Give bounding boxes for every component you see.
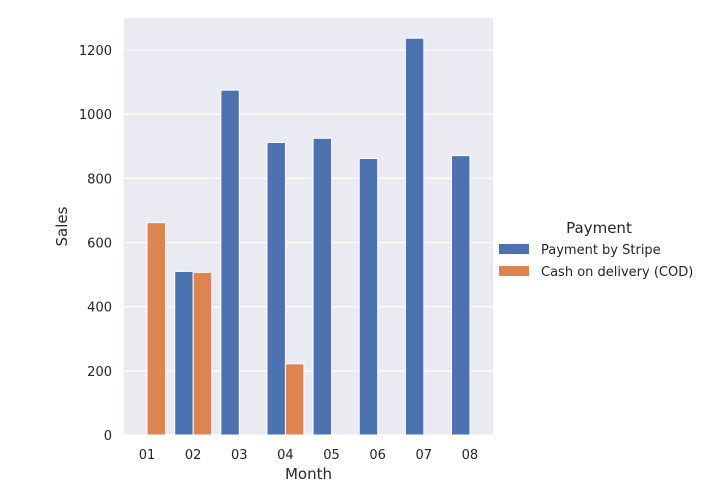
x-axis-ticks: 01 02 03 04 05 06 07 08 (139, 448, 478, 463)
bar-cod-01 (146, 222, 167, 436)
legend: Payment Payment by Stripe Cash on deliver… (499, 219, 693, 280)
y-tick-label: 200 (87, 365, 112, 380)
x-tick-label: 05 (323, 448, 340, 463)
bar-stripe-03 (220, 89, 240, 436)
bar-stripe-04 (266, 141, 286, 436)
x-tick-label: 07 (416, 448, 433, 463)
legend-title: Payment (566, 219, 632, 237)
bar-stripe-06 (358, 157, 379, 436)
x-tick-label: 03 (231, 448, 248, 463)
x-tick-label: 08 (462, 448, 479, 463)
bar-cod-02 (192, 271, 213, 436)
bar-cod-04 (284, 363, 305, 436)
legend-label-cod: Cash on delivery (COD) (541, 265, 693, 280)
x-tick-label: 01 (139, 448, 156, 463)
x-tick-label: 06 (369, 448, 386, 463)
bar-stripe-08 (450, 155, 471, 436)
legend-swatch-stripe (499, 244, 529, 254)
bars (146, 37, 471, 436)
y-axis-title: Sales (53, 206, 71, 246)
x-axis-title: Month (285, 465, 332, 483)
y-tick-label: 1200 (79, 44, 112, 59)
x-tick-label: 02 (185, 448, 202, 463)
y-tick-label: 1000 (79, 108, 112, 123)
bar-stripe-02 (174, 270, 194, 436)
bar-stripe-05 (312, 137, 333, 436)
y-tick-label: 600 (87, 237, 112, 252)
bar-stripe-07 (404, 37, 425, 436)
y-tick-label: 0 (104, 429, 112, 444)
legend-swatch-cod (499, 266, 529, 276)
x-tick-label: 04 (277, 448, 294, 463)
y-tick-label: 800 (87, 172, 112, 187)
legend-label-stripe: Payment by Stripe (541, 243, 661, 258)
y-tick-label: 400 (87, 301, 112, 316)
y-axis-ticks: 0 200 400 600 800 1000 1200 (79, 44, 112, 444)
